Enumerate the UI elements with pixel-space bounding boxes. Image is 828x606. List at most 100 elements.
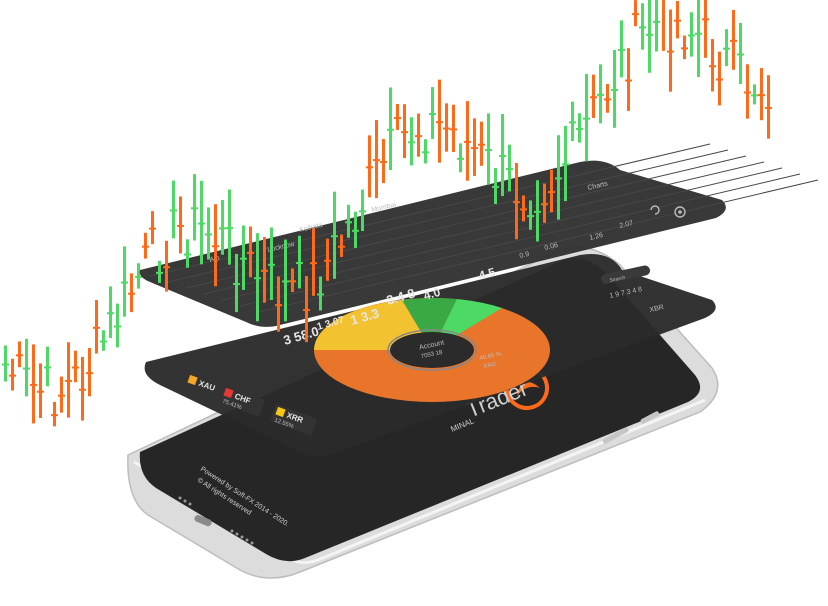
grid-line bbox=[257, 179, 819, 313]
candle-tick bbox=[205, 233, 212, 236]
candle-tick bbox=[681, 47, 688, 50]
candle-tick bbox=[142, 245, 149, 248]
candle-tick bbox=[555, 177, 562, 180]
grid-line bbox=[239, 173, 801, 307]
pie-slice-sub: XAU bbox=[483, 362, 496, 370]
candle-tick bbox=[471, 147, 478, 150]
candle bbox=[109, 286, 112, 339]
candle-tick bbox=[716, 78, 723, 81]
quote-small-value: 1.26 bbox=[589, 232, 604, 242]
middle-tab-label: XBR bbox=[649, 304, 665, 314]
flag-icon bbox=[187, 374, 198, 386]
candle-tick bbox=[534, 210, 541, 213]
candle-tick bbox=[576, 127, 583, 130]
candle-tick bbox=[310, 262, 317, 265]
candle-tick bbox=[170, 209, 177, 212]
candle bbox=[683, 35, 686, 60]
candle-tick bbox=[366, 166, 373, 169]
candle-tick bbox=[226, 227, 233, 230]
candle bbox=[753, 84, 756, 105]
candle-tick bbox=[709, 65, 716, 68]
candle-tick bbox=[688, 34, 695, 37]
candle-tick bbox=[79, 388, 86, 391]
candle-tick bbox=[618, 48, 625, 51]
candle-tick bbox=[401, 131, 408, 134]
candle-tick bbox=[492, 185, 499, 188]
candle-tick bbox=[212, 245, 219, 248]
candle-tick bbox=[100, 340, 107, 343]
candle-tick bbox=[443, 127, 450, 130]
candle-tick bbox=[219, 227, 226, 230]
candle-tick bbox=[2, 363, 9, 366]
candle-tick bbox=[149, 227, 156, 230]
candle-tick bbox=[387, 128, 394, 131]
candle-tick bbox=[541, 203, 548, 206]
candle-tick bbox=[485, 149, 492, 152]
candle bbox=[410, 117, 413, 166]
candle-tick bbox=[345, 221, 352, 224]
speaker-grille bbox=[178, 496, 254, 545]
quote-big-price: 4.0 bbox=[422, 285, 442, 303]
candle-tick bbox=[247, 251, 254, 254]
settings-icon[interactable] bbox=[674, 206, 686, 218]
candle-tick bbox=[16, 354, 23, 357]
candle-tick bbox=[317, 293, 324, 296]
candlestick-chart-foreground bbox=[142, 0, 723, 343]
candle-tick bbox=[324, 259, 331, 262]
portfolio-pie-chart: Account 7093 18 46.85 % XAU bbox=[314, 298, 550, 402]
candle-tick bbox=[240, 257, 247, 260]
candle-tick bbox=[758, 94, 765, 97]
candle bbox=[305, 275, 308, 343]
candle bbox=[4, 345, 7, 382]
candle-tick bbox=[282, 280, 289, 283]
candle-tick bbox=[422, 151, 429, 154]
candle bbox=[655, 0, 658, 52]
candle bbox=[627, 48, 630, 111]
portfolio-layer: Account 7093 18 46.85 % XAU XAU CHF 75.4… bbox=[144, 254, 716, 457]
pie-slice-green bbox=[402, 298, 457, 350]
flag-icon bbox=[223, 387, 234, 399]
candle-tick bbox=[289, 280, 296, 283]
candle-tick bbox=[107, 312, 114, 315]
candle-tick bbox=[737, 53, 744, 56]
grid-line bbox=[167, 149, 729, 283]
candle-tick bbox=[338, 245, 345, 248]
candle-tick bbox=[625, 79, 632, 82]
quotes-tab-charts[interactable]: Charts bbox=[587, 180, 609, 192]
candle-tick bbox=[177, 224, 184, 227]
candle-tick bbox=[58, 394, 65, 397]
search-field[interactable] bbox=[600, 265, 651, 285]
candle-tick bbox=[331, 235, 338, 238]
candle-tick bbox=[86, 372, 93, 375]
candle-tick bbox=[233, 282, 240, 285]
candle-tick bbox=[303, 309, 310, 312]
candle-tick bbox=[464, 140, 471, 143]
refresh-icon[interactable] bbox=[650, 205, 660, 215]
candle-tick bbox=[674, 19, 681, 22]
candle-tick bbox=[359, 210, 366, 213]
quote-small-value: 0.06 bbox=[544, 242, 559, 252]
grid-line bbox=[203, 161, 765, 295]
candle-tick bbox=[611, 88, 618, 91]
candle-tick bbox=[520, 208, 527, 211]
candle-tick bbox=[590, 96, 597, 99]
candle bbox=[697, 0, 700, 78]
candle bbox=[648, 0, 651, 73]
candle-tick bbox=[380, 161, 387, 164]
candle-tick bbox=[436, 121, 443, 124]
candle-tick bbox=[121, 281, 128, 284]
candle bbox=[767, 75, 770, 139]
candle-tick bbox=[415, 135, 422, 138]
candle-tick bbox=[499, 155, 506, 158]
candle bbox=[291, 268, 294, 293]
candle-tick bbox=[93, 326, 100, 329]
candle bbox=[662, 0, 665, 51]
candle-tick bbox=[744, 91, 751, 94]
candle bbox=[620, 20, 623, 78]
candle-tick bbox=[163, 266, 170, 269]
candle-tick bbox=[583, 117, 590, 120]
candle-tick bbox=[373, 159, 380, 162]
candle-tick bbox=[569, 121, 576, 124]
list-item[interactable]: XAU bbox=[184, 372, 228, 398]
candle-tick bbox=[695, 32, 702, 35]
